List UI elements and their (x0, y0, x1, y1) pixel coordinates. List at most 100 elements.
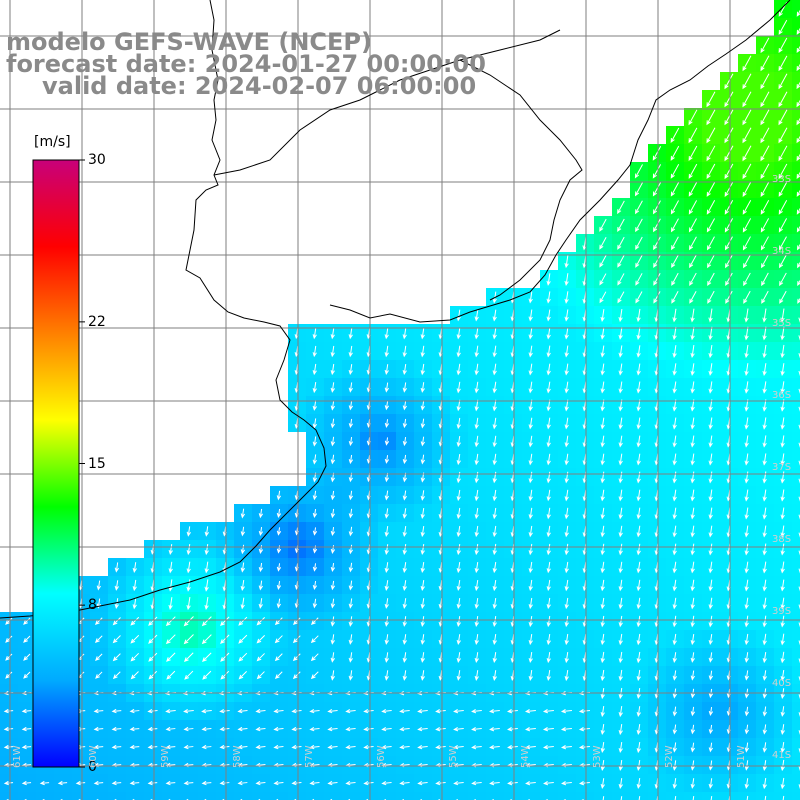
wind-arrow (635, 273, 643, 286)
wind-arrow (276, 509, 282, 519)
wind-arrow (220, 634, 230, 644)
wind-arrow (762, 326, 767, 341)
wind-arrow (291, 780, 302, 786)
wind-arrow (599, 255, 607, 268)
wind-arrow (780, 363, 785, 376)
wind-arrow (672, 543, 677, 556)
wind-arrow (402, 562, 407, 574)
wind-arrow (762, 615, 767, 628)
wind-arrow (276, 490, 282, 501)
wind-arrow (204, 597, 209, 611)
wind-arrow (384, 616, 389, 627)
wind-arrow (273, 780, 284, 786)
wind-arrow (636, 651, 641, 664)
wind-arrow (708, 344, 713, 359)
wind-arrow (453, 744, 464, 750)
colorbar-ticks (79, 159, 85, 768)
wind-arrow (528, 435, 533, 448)
wind-arrow (724, 181, 734, 197)
wind-arrow (742, 218, 752, 233)
wind-arrow (706, 109, 716, 126)
wind-arrow (348, 526, 354, 537)
wind-arrow (420, 670, 425, 681)
wind-arrow (671, 272, 679, 286)
wind-arrow (688, 145, 698, 162)
wind-arrow (183, 652, 194, 663)
wind-arrow (384, 382, 389, 393)
wind-arrow (618, 453, 623, 466)
coastline-uruguay-inner (459, 59, 583, 301)
wind-arrow (690, 706, 696, 717)
wind-arrow (492, 417, 497, 430)
wind-arrow (528, 597, 533, 610)
wind-arrow (618, 778, 623, 790)
wind-arrow (708, 363, 713, 376)
wind-arrow (764, 795, 767, 800)
colorbar-label: 8 (88, 597, 97, 614)
wind-arrow (600, 615, 605, 628)
wind-arrow (528, 507, 533, 520)
wind-arrow (564, 309, 569, 322)
wind-arrow (672, 381, 677, 394)
wind-arrow (618, 597, 623, 610)
wind-cell (792, 126, 800, 144)
wind-arrow (240, 562, 245, 573)
wind-arrow (474, 417, 479, 430)
wind-arrow (474, 327, 479, 340)
wind-cell (72, 792, 90, 800)
wind-arrow (112, 671, 121, 680)
wind-arrow (618, 742, 623, 754)
wind-arrow (402, 652, 407, 663)
wind-arrow (778, 73, 788, 90)
wind-arrow (636, 345, 641, 358)
wind-arrow (796, 45, 800, 53)
wind-arrow (636, 507, 641, 520)
longitude-label: 57W (304, 745, 315, 768)
wind-arrow (130, 616, 140, 626)
wind-arrow (780, 633, 785, 646)
wind-arrow (492, 435, 497, 448)
wind-arrow (744, 543, 749, 556)
wind-arrow (384, 652, 389, 663)
wind-arrow (744, 670, 749, 681)
wind-arrow (240, 597, 245, 610)
wind-arrow (560, 726, 572, 732)
wind-arrow (384, 455, 390, 464)
wind-arrow (130, 671, 139, 680)
wind-arrow (618, 723, 623, 736)
wind-arrow (474, 598, 479, 610)
wind-arrow (5, 635, 13, 643)
wind-arrow (273, 726, 284, 732)
wind-arrow (760, 91, 770, 108)
wind-arrow (762, 435, 767, 448)
wind-arrow (599, 218, 607, 232)
wind-cell (792, 504, 800, 522)
wind-arrow (617, 236, 625, 250)
wind-cell (792, 216, 800, 234)
wind-cell (792, 360, 800, 378)
wind-arrow (330, 545, 336, 554)
wind-arrow (474, 309, 479, 322)
wind-arrow (183, 744, 194, 750)
wind-arrow (456, 616, 461, 628)
longitude-label: 54W (520, 745, 531, 768)
wind-arrow (402, 580, 407, 591)
wind-arrow (672, 670, 677, 681)
wind-arrow (130, 634, 140, 644)
wind-arrow (23, 653, 31, 661)
wind-arrow (635, 236, 643, 250)
wind-arrow (528, 670, 533, 682)
wind-arrow (798, 604, 800, 610)
wind-arrow (21, 726, 32, 732)
wind-arrow (798, 317, 800, 323)
wind-arrow (255, 708, 266, 714)
wind-arrow (708, 778, 713, 789)
wind-arrow (402, 436, 408, 447)
wind-arrow (402, 634, 407, 645)
wind-arrow (780, 543, 785, 556)
wind-cell (90, 792, 108, 800)
wind-arrow (276, 527, 282, 536)
wind-arrow (796, 171, 800, 179)
wind-arrow (528, 327, 533, 340)
wind-arrow (402, 526, 407, 538)
